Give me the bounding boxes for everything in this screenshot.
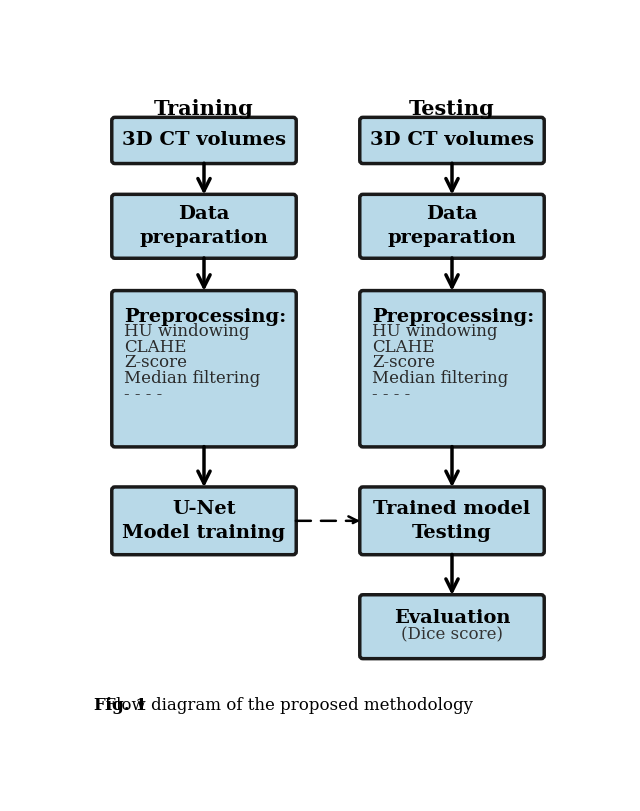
Text: Flow diagram of the proposed methodology: Flow diagram of the proposed methodology	[94, 697, 473, 714]
Text: (Dice score): (Dice score)	[401, 627, 503, 644]
Text: Data
preparation: Data preparation	[140, 205, 268, 247]
Text: Median filtering: Median filtering	[124, 370, 260, 387]
Text: Median filtering: Median filtering	[372, 370, 508, 387]
Text: Testing: Testing	[409, 99, 495, 119]
Text: CLAHE: CLAHE	[372, 339, 435, 356]
Text: CLAHE: CLAHE	[124, 339, 187, 356]
FancyBboxPatch shape	[360, 195, 544, 258]
Text: Z-score: Z-score	[124, 354, 187, 371]
FancyBboxPatch shape	[112, 487, 296, 555]
Text: Trained model
Testing: Trained model Testing	[373, 500, 531, 542]
FancyBboxPatch shape	[360, 290, 544, 447]
FancyBboxPatch shape	[112, 118, 296, 164]
Text: HU windowing: HU windowing	[372, 323, 498, 340]
Text: HU windowing: HU windowing	[124, 323, 250, 340]
FancyBboxPatch shape	[112, 290, 296, 447]
Text: Training: Training	[154, 99, 254, 119]
Text: 3D CT volumes: 3D CT volumes	[370, 131, 534, 149]
Text: Z-score: Z-score	[372, 354, 435, 371]
Text: Data
preparation: Data preparation	[388, 205, 516, 247]
Text: - - - -: - - - -	[372, 386, 410, 403]
FancyBboxPatch shape	[360, 118, 544, 164]
Text: U-Net
Model training: U-Net Model training	[122, 500, 285, 542]
Text: 3D CT volumes: 3D CT volumes	[122, 131, 286, 149]
FancyBboxPatch shape	[112, 195, 296, 258]
Text: Preprocessing:: Preprocessing:	[372, 307, 534, 325]
FancyBboxPatch shape	[360, 487, 544, 555]
Text: Preprocessing:: Preprocessing:	[124, 307, 287, 325]
Text: Fig. 1: Fig. 1	[94, 697, 147, 714]
Text: Evaluation: Evaluation	[394, 609, 510, 628]
FancyBboxPatch shape	[360, 594, 544, 659]
Text: - - - -: - - - -	[124, 386, 163, 403]
